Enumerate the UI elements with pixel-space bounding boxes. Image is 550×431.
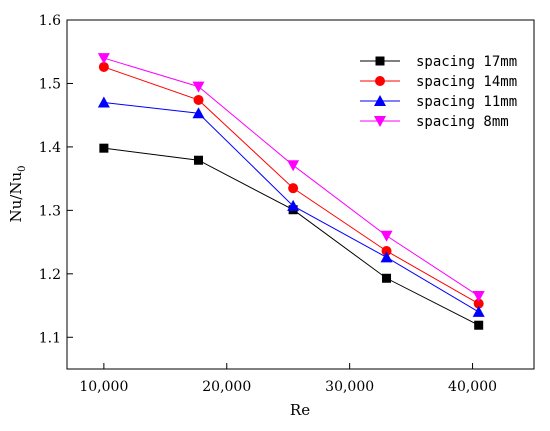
legend-label: spacing 8mm: [416, 114, 509, 130]
x-axis-ticks: 10,000 20,000 30,000 40,000: [79, 363, 497, 395]
data-point: [382, 273, 392, 283]
data-point: [97, 96, 110, 108]
y-tick-label: 1.3: [39, 203, 61, 219]
legend: spacing 17mm spacing 14mm spacing 11mm spac…: [360, 54, 517, 130]
y-tick-label: 1.6: [39, 13, 61, 29]
data-point: [380, 251, 393, 263]
x-tick-label: 10,000: [79, 379, 128, 395]
data-point: [99, 143, 109, 153]
x-tick-label: 30,000: [325, 379, 374, 395]
legend-item: spacing 11mm: [360, 94, 517, 110]
plot-frame: [66, 19, 535, 370]
y-tick-label: 1.2: [39, 267, 61, 283]
series-layer: [97, 53, 485, 330]
data-point: [97, 53, 110, 65]
data-point: [288, 183, 299, 194]
series-2: [98, 61, 484, 309]
legend-label: spacing 17mm: [416, 54, 517, 70]
series-line: [103, 147, 479, 326]
y-axis-title-subscript: 0: [17, 166, 28, 172]
legend-item: spacing 8mm: [360, 114, 509, 130]
legend-label: spacing 14mm: [416, 74, 517, 90]
y-axis-ticks: 1.1 1.2 1.3 1.4 1.5 1.6: [39, 13, 73, 346]
y-tick-label: 1.1: [39, 330, 61, 346]
y-tick-label: 1.4: [39, 140, 61, 156]
y-axis-title-main: Nu/Nu: [7, 172, 25, 223]
data-point: [192, 81, 205, 93]
data-point: [192, 107, 205, 119]
x-tick-label: 20,000: [202, 379, 251, 395]
legend-item: spacing 17mm: [360, 54, 517, 70]
data-point: [381, 245, 392, 256]
y-tick-label: 1.5: [39, 76, 61, 92]
data-point: [193, 155, 203, 165]
data-point: [287, 199, 300, 211]
data-point: [287, 160, 300, 172]
data-point: [473, 298, 484, 309]
data-point: [474, 320, 484, 330]
x-tick-label: 40,000: [448, 379, 497, 395]
legend-item: spacing 14mm: [360, 74, 517, 90]
legend-marker: [375, 76, 385, 86]
series-1: [99, 143, 484, 330]
data-point: [193, 94, 204, 105]
x-axis-title: Re: [290, 401, 310, 419]
data-point: [98, 61, 109, 72]
legend-marker: [374, 95, 386, 106]
legend-marker: [375, 56, 385, 66]
data-point: [380, 230, 393, 242]
y-axis-title: Nu/Nu0: [7, 166, 28, 223]
legend-marker: [374, 116, 386, 127]
data-point: [472, 291, 485, 303]
series-4: [97, 53, 485, 303]
series-3: [97, 96, 485, 317]
legend-label: spacing 11mm: [416, 94, 517, 110]
data-point: [472, 305, 485, 317]
